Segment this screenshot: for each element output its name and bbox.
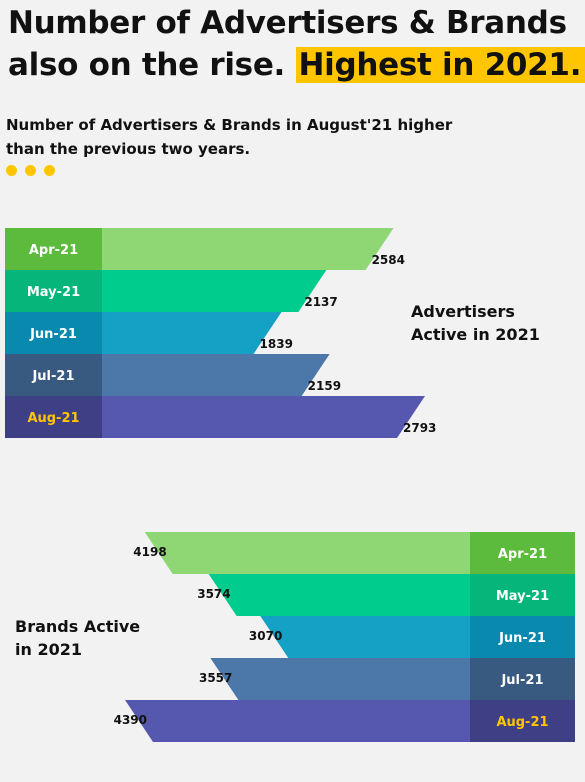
brand-month-label: Jun-21 — [498, 631, 546, 646]
advertiser-bar — [5, 396, 425, 438]
advertiser-month-label: Jun-21 — [29, 327, 77, 342]
subtitle-line-1: Number of Advertisers & Brands in August… — [6, 116, 453, 134]
advertiser-month-tab — [5, 312, 102, 354]
title-line-2: also on the rise. Highest in 2021. — [8, 44, 585, 86]
subtitle: Number of Advertisers & Brands in August… — [6, 113, 452, 161]
title-line-2-plain: also on the rise. — [8, 47, 296, 83]
advertiser-month-label: Apr-21 — [29, 243, 78, 258]
brand-month-tab — [470, 574, 575, 616]
brand-value-label: 4390 — [114, 713, 147, 727]
dot-icon — [6, 165, 17, 176]
dot-icon — [44, 165, 55, 176]
advertisers-label-line-2: Active in 2021 — [411, 325, 540, 344]
advertiser-month-tab — [5, 270, 102, 312]
brand-month-tab — [470, 658, 575, 700]
brand-value-label: 3557 — [199, 671, 232, 685]
advertiser-month-label: Jul-21 — [31, 369, 74, 384]
brands-label-line-1: Brands Active — [15, 617, 141, 636]
subtitle-line-2: than the previous two years. — [6, 140, 251, 158]
advertiser-value-label: 2793 — [403, 421, 436, 435]
brand-value-label: 4198 — [133, 545, 166, 559]
brand-month-tab — [470, 616, 575, 658]
advertiser-month-tab — [5, 354, 102, 396]
advertisers-label-line-1: Advertisers — [411, 302, 515, 321]
brands-chart-label: Brands Active in 2021 — [15, 615, 140, 661]
title-highlight: Highest in 2021. — [295, 47, 585, 83]
brand-value-label: 3070 — [249, 629, 282, 643]
brand-month-tab — [470, 532, 575, 574]
advertiser-month-tab — [5, 228, 102, 270]
advertiser-value-label: 1839 — [260, 337, 293, 351]
brand-month-tab — [470, 700, 575, 742]
brand-month-label: Aug-21 — [496, 715, 548, 730]
advertiser-value-label: 2137 — [304, 295, 337, 309]
advertiser-value-label: 2159 — [308, 379, 341, 393]
brand-month-label: Apr-21 — [498, 547, 547, 562]
advertiser-value-label: 2584 — [372, 253, 405, 267]
advertisers-chart-label: Advertisers Active in 2021 — [411, 300, 540, 346]
decorative-dots — [6, 165, 55, 176]
brand-bar — [144, 532, 575, 574]
title-line-1: Number of Advertisers & Brands — [8, 5, 567, 41]
brand-bar — [125, 700, 575, 742]
page-title: Number of Advertisers & Brands also on t… — [8, 2, 585, 86]
brand-month-label: May-21 — [496, 589, 549, 604]
brands-label-line-2: in 2021 — [15, 640, 82, 659]
advertiser-month-tab — [5, 396, 102, 438]
advertiser-month-label: Aug-21 — [27, 411, 79, 426]
advertiser-month-label: May-21 — [27, 285, 80, 300]
brand-month-label: Jul-21 — [500, 673, 543, 688]
brand-value-label: 3574 — [197, 587, 230, 601]
dot-icon — [25, 165, 36, 176]
advertiser-bar — [5, 228, 394, 270]
